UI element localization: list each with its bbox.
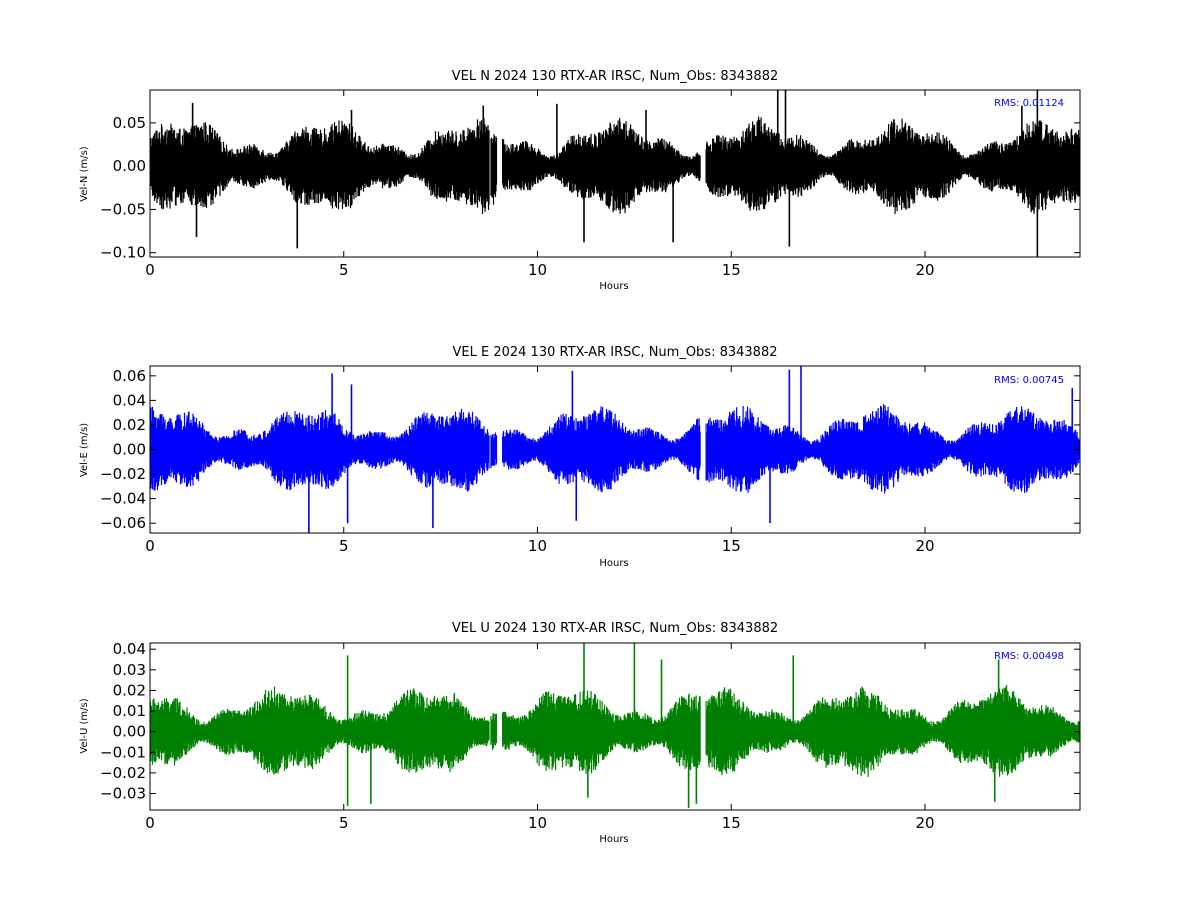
- series-trace: [150, 116, 1080, 214]
- y-tick-label: −0.06: [100, 514, 146, 532]
- y-tick-label: −0.10: [100, 244, 146, 262]
- plot-frame: [149, 642, 1081, 811]
- panel-title: VEL U 2024 130 RTX-AR IRSC, Num_Obs: 834…: [452, 621, 778, 636]
- y-axis-label: Vel-U (m/s): [79, 698, 90, 753]
- y-tick-label: 0.00: [113, 441, 146, 459]
- y-tick-label: 0.02: [113, 416, 146, 434]
- x-axis-label: Hours: [599, 558, 628, 569]
- x-axis-label: Hours: [599, 281, 628, 292]
- y-axis-label: Vel-N (m/s): [79, 146, 90, 201]
- y-tick-label: 0.05: [113, 114, 146, 132]
- x-tick-label: 15: [722, 261, 741, 279]
- data-layer: [150, 90, 1080, 257]
- y-tick-label: −0.03: [100, 785, 146, 803]
- series-trace: [150, 404, 1080, 494]
- series-trace: [150, 685, 1080, 777]
- x-tick-label: 0: [145, 814, 155, 832]
- plot-frame: [149, 89, 1081, 258]
- y-tick-label: −0.01: [100, 743, 146, 761]
- x-axis-ticks: 0 5 10 15 20: [145, 90, 935, 279]
- x-tick-label: 20: [915, 537, 934, 555]
- y-tick-label: 0.00: [113, 723, 146, 741]
- x-tick-label: 5: [339, 261, 349, 279]
- x-tick-label: 0: [145, 537, 155, 555]
- panel-vel-e: VEL E 2024 130 RTX-AR IRSC, Num_Obs: 834…: [79, 345, 1081, 569]
- rms-annotation: RMS: 0.00745: [994, 375, 1064, 386]
- rms-annotation: RMS: 0.00498: [994, 651, 1064, 662]
- panel-vel-n: VEL N 2024 130 RTX-AR IRSC, Num_Obs: 834…: [79, 69, 1081, 292]
- x-tick-label: 20: [915, 814, 934, 832]
- y-tick-label: −0.02: [100, 764, 146, 782]
- data-layer: [150, 643, 1080, 808]
- y-tick-label: 0.02: [113, 681, 146, 699]
- y-tick-label: −0.02: [100, 465, 146, 483]
- panel-vel-u: VEL U 2024 130 RTX-AR IRSC, Num_Obs: 834…: [79, 621, 1081, 845]
- x-tick-label: 15: [722, 814, 741, 832]
- x-tick-label: 20: [915, 261, 934, 279]
- x-tick-label: 5: [339, 814, 349, 832]
- y-tick-label: −0.04: [100, 490, 146, 508]
- y-axis-label: Vel-E (m/s): [79, 423, 90, 477]
- x-axis-ticks: 0 5 10 15 20: [145, 643, 935, 832]
- y-tick-label: 0.03: [113, 661, 146, 679]
- x-tick-label: 5: [339, 537, 349, 555]
- x-axis-label: Hours: [599, 834, 628, 845]
- y-tick-label: 0.00: [113, 157, 146, 175]
- x-tick-label: 0: [145, 261, 155, 279]
- x-tick-label: 10: [528, 261, 547, 279]
- y-tick-label: −0.05: [100, 200, 146, 218]
- x-tick-label: 10: [528, 537, 547, 555]
- x-tick-label: 10: [528, 814, 547, 832]
- y-tick-label: 0.06: [113, 367, 146, 385]
- y-axis-ticks: 0.06 0.04 0.02 0.00 −0.02 −0.04 −0.06: [100, 367, 1080, 532]
- y-axis-ticks: 0.04 0.03 0.02 0.01 0.00 −0.01 −0.02 −0.03: [100, 640, 1080, 803]
- x-tick-label: 15: [722, 537, 741, 555]
- y-tick-label: 0.04: [113, 391, 146, 409]
- y-tick-label: 0.01: [113, 702, 146, 720]
- y-axis-ticks: 0.05 0.00 −0.05 −0.10: [100, 114, 1080, 262]
- data-layer: [150, 366, 1080, 533]
- rms-annotation: RMS: 0.01124: [994, 98, 1064, 109]
- x-axis-ticks: 0 5 10 15 20: [145, 366, 935, 555]
- panel-title: VEL N 2024 130 RTX-AR IRSC, Num_Obs: 834…: [452, 69, 779, 84]
- y-tick-label: 0.04: [113, 640, 146, 658]
- panel-title: VEL E 2024 130 RTX-AR IRSC, Num_Obs: 834…: [453, 345, 778, 360]
